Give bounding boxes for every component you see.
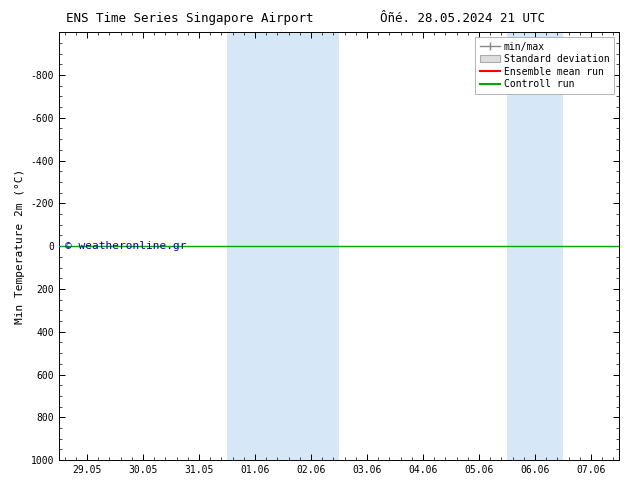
Y-axis label: Min Temperature 2m (°C): Min Temperature 2m (°C) — [15, 169, 25, 324]
Text: ENS Time Series Singapore Airport: ENS Time Series Singapore Airport — [67, 12, 314, 25]
Text: © weatheronline.gr: © weatheronline.gr — [65, 241, 186, 251]
Legend: min/max, Standard deviation, Ensemble mean run, Controll run: min/max, Standard deviation, Ensemble me… — [476, 37, 614, 94]
Bar — [507, 32, 563, 460]
Bar — [227, 32, 339, 460]
Text: Ôñé. 28.05.2024 21 UTC: Ôñé. 28.05.2024 21 UTC — [380, 12, 545, 25]
